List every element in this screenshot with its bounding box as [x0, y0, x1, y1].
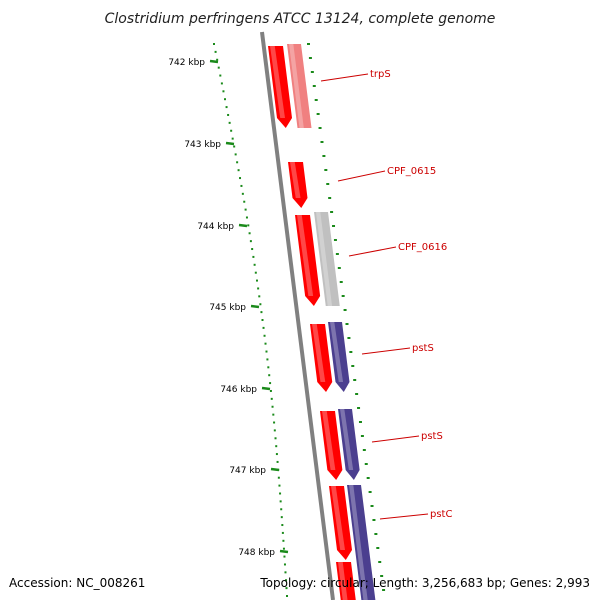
gene-feature[interactable] [328, 322, 350, 392]
scale-tick [279, 549, 289, 554]
cds-feature[interactable] [310, 324, 333, 392]
genome-stats: Topology: circular; Length: 3,256,683 bp… [260, 576, 590, 590]
gene-feature[interactable] [287, 44, 312, 128]
cds-feature[interactable] [295, 215, 321, 306]
gene-feature[interactable] [314, 212, 340, 306]
gene-leader-line [371, 435, 420, 443]
gene-feature[interactable] [347, 485, 376, 600]
scale-ticks: 742 kbp 743 kbp 744 kbp 745 kbp 746 kbp 747 k… [168, 43, 289, 597]
cds-feature[interactable] [320, 411, 343, 480]
accession-label: Accession: NC_008261 [9, 576, 146, 590]
scale-tick-label: 746 kbp [220, 385, 257, 395]
scale-tick [261, 386, 271, 391]
scale-tick-label: 744 kbp [197, 222, 234, 232]
scale-tick-label: 748 kbp [238, 548, 275, 558]
gene-feature[interactable] [338, 409, 360, 480]
gene-leader-line [361, 347, 411, 355]
gene-labels: trpS CPF_0615 CPF_0616 pstS pstS pstC [320, 69, 452, 520]
gene-label[interactable]: CPF_0616 [398, 242, 447, 253]
scale-tick [238, 223, 248, 228]
cds-feature[interactable] [288, 162, 308, 208]
genome-backbone [260, 31, 335, 600]
scale-tick-label: 743 kbp [184, 140, 221, 150]
scale-tick [209, 59, 219, 64]
scale-tick-label: 742 kbp [168, 58, 205, 68]
gene-label[interactable]: pstS [421, 431, 443, 442]
gene-tracks [268, 43, 386, 600]
gene-leader-line [337, 170, 386, 182]
scale-tick [250, 304, 260, 309]
cds-feature[interactable] [329, 486, 352, 560]
map-title: Clostridium perfringens ATCC 13124, comp… [105, 11, 496, 27]
gene-label[interactable]: trpS [370, 69, 391, 80]
gene-leader-line [348, 246, 397, 257]
scale-tick [270, 467, 280, 472]
gene-label[interactable]: pstS [412, 343, 434, 354]
gene-leader-line [320, 73, 369, 82]
scale-tick-label: 745 kbp [209, 303, 246, 313]
gene-leader-line [379, 513, 429, 520]
gene-label[interactable]: CPF_0615 [387, 166, 436, 177]
scale-tick [225, 141, 235, 146]
gene-label[interactable]: pstC [430, 509, 452, 520]
cds-feature[interactable] [268, 46, 292, 128]
cds-feature[interactable] [336, 562, 356, 600]
scale-tick-label: 747 kbp [229, 466, 266, 476]
